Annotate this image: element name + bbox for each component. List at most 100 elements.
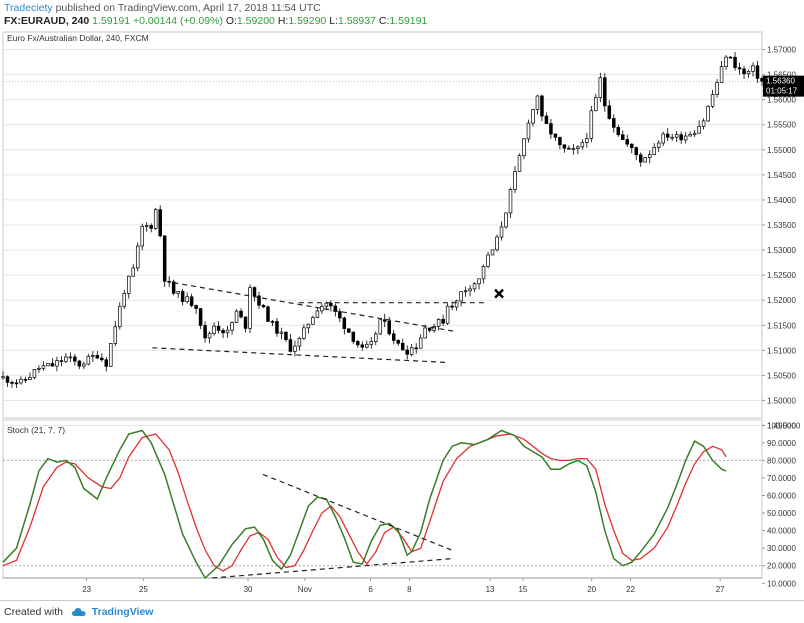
candle (288, 333, 293, 353)
candle (490, 249, 495, 256)
candle (261, 304, 266, 308)
candle-body (207, 333, 212, 339)
tradingview-brand-link[interactable]: TradingView (91, 606, 154, 618)
candle-body (239, 310, 243, 318)
candle (625, 134, 630, 147)
candle (243, 316, 248, 333)
price-tick-label: 1.52500 (767, 271, 796, 280)
candle (697, 120, 701, 134)
stoch-k-line (2, 429, 727, 580)
candle-body (77, 360, 82, 367)
tradingview-cloud-icon (71, 608, 86, 617)
candle (616, 124, 621, 137)
candle-body (459, 291, 463, 302)
candle-body (338, 311, 342, 319)
candle (203, 321, 207, 343)
high-label: H: (277, 15, 289, 27)
candle-body (589, 110, 594, 139)
candle-body (504, 212, 508, 228)
candle-body (652, 146, 656, 155)
candle-body (562, 144, 567, 149)
candle-body (621, 134, 625, 140)
candle (338, 308, 342, 323)
candle (418, 334, 423, 349)
candle (643, 157, 647, 163)
candle-body (185, 296, 189, 302)
candle (77, 359, 82, 370)
candle (315, 307, 320, 319)
candle (248, 284, 252, 333)
publisher-name[interactable]: Tradeciety (4, 2, 53, 14)
candle-body (46, 363, 50, 367)
candle-body (427, 327, 432, 331)
candle (535, 94, 540, 115)
price-tick-label: 1.55500 (767, 121, 796, 130)
candle-body (270, 321, 275, 323)
candle (95, 351, 100, 360)
candle (5, 375, 10, 387)
candle (23, 376, 28, 384)
candle-body (526, 122, 531, 140)
price-tick-label: 1.49500 (767, 422, 796, 431)
chart-canvas[interactable]: 1.57000 1.56500 1.56000 1.55500 1.55000 1.545… (0, 0, 804, 600)
candle-body (221, 330, 225, 334)
candle (185, 292, 189, 304)
candle-body (670, 136, 674, 139)
candle-body (656, 142, 661, 148)
candle (369, 337, 374, 349)
time-tick-label: 20 (587, 585, 596, 594)
stoch-tick-label: 50.0000 (767, 509, 796, 518)
candle-body (391, 333, 396, 341)
candle (517, 153, 522, 172)
publish-info: Tradeciety published on TradingView.com,… (4, 2, 321, 14)
candle (153, 207, 158, 231)
symbol-label[interactable]: FX:EURAUD, 240 (4, 15, 90, 27)
candle-body (674, 134, 679, 138)
candle (41, 361, 46, 371)
candle-body (522, 138, 526, 157)
candle (14, 379, 19, 389)
stoch-tick-label: 40.0000 (767, 527, 796, 536)
candle-body (320, 305, 324, 312)
candle-body (751, 65, 755, 72)
candle-body (576, 146, 580, 149)
candle (504, 212, 508, 229)
candle-body (387, 320, 391, 335)
candle-body (171, 281, 176, 294)
candle-body (86, 355, 91, 365)
candle (46, 363, 50, 367)
candle-body (329, 302, 333, 307)
price-tick-label: 1.53500 (767, 221, 796, 230)
candle (320, 303, 324, 314)
candle-body (477, 278, 481, 285)
candle-body (131, 267, 135, 277)
candle-body (293, 345, 297, 352)
candle (189, 293, 194, 308)
candle-body (567, 147, 571, 150)
candle (423, 324, 427, 339)
price-pane-title: Euro Fx/Australian Dollar, 240, FXCM (7, 33, 149, 43)
candle-body (356, 341, 360, 346)
candle (755, 60, 760, 84)
candle (760, 75, 764, 87)
candle-body (553, 133, 558, 138)
candle-body (378, 319, 383, 335)
candle (356, 339, 360, 348)
candle-body (400, 342, 405, 351)
candle-body (59, 360, 64, 362)
candle (409, 343, 414, 357)
candle (118, 302, 122, 330)
candle-body (486, 254, 490, 267)
candle-body (149, 225, 153, 229)
candle (257, 291, 261, 309)
candle (279, 327, 284, 340)
stoch-tick-label: 80.0000 (767, 456, 796, 465)
candle-body (261, 304, 266, 308)
price-tick-label: 1.53000 (767, 246, 796, 255)
candle-body (688, 134, 692, 137)
candle (585, 132, 589, 148)
candle (378, 319, 383, 336)
candle-body (64, 356, 68, 362)
candle-body (436, 318, 441, 327)
candle (656, 140, 661, 153)
